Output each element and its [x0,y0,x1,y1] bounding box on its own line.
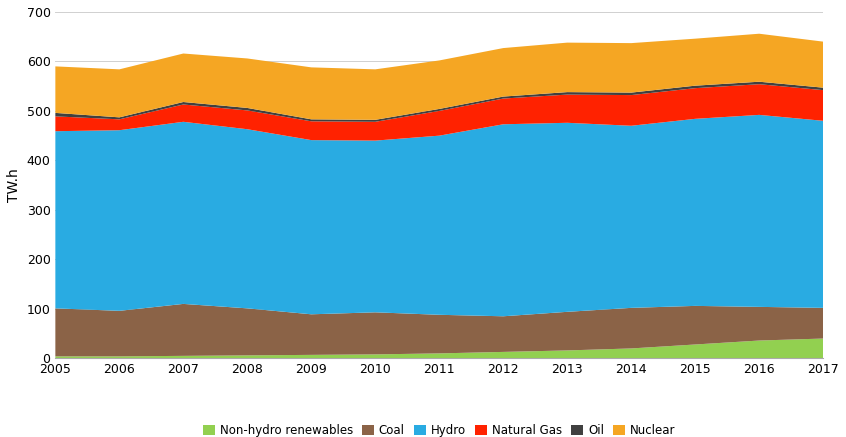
Legend: Non-hydro renewables, Coal, Hydro, Natural Gas, Oil, Nuclear: Non-hydro renewables, Coal, Hydro, Natur… [198,420,680,437]
Y-axis label: TW.h: TW.h [7,168,21,202]
